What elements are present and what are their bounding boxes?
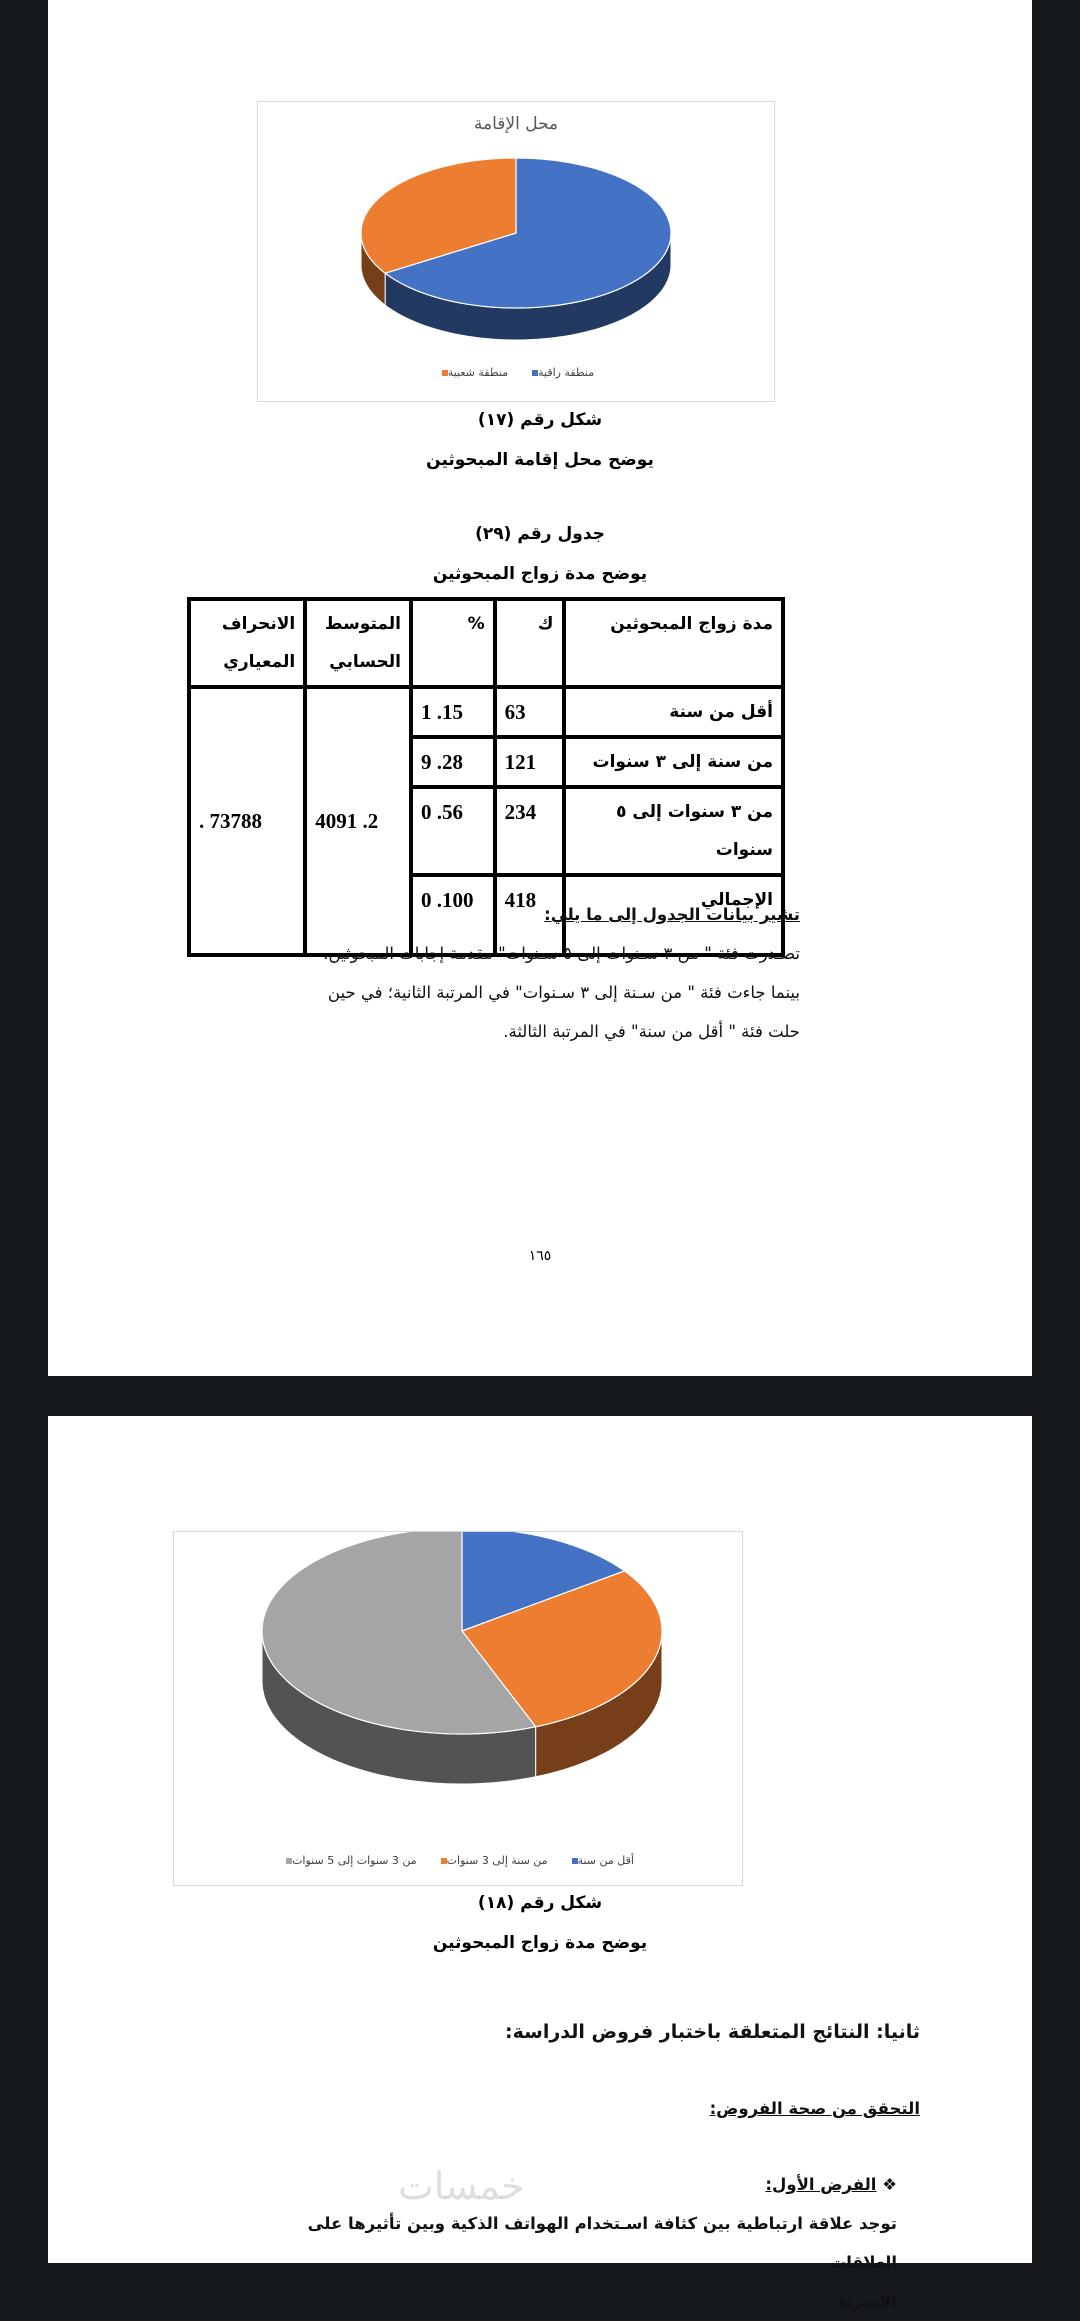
hypothesis-line: توجد علاقة ارتباطية بين كثافة اسـتخدام ا…: [307, 2214, 897, 2272]
analysis-line: تصـدرت فئة " من ٣ سـنوات إلى ٥ سـنوات" م…: [323, 944, 800, 963]
section-heading: ثانيا: النتائج المتعلقة باختبار فروض الد…: [505, 2021, 920, 2043]
pie-slice-1: [461, 1532, 626, 1632]
header-cell: الانحراف المعياري: [186, 597, 308, 689]
pie-slice-2: [461, 1570, 663, 1728]
legend-swatch: [286, 1858, 293, 1864]
table-header-row: مدة زواج المبحوثين ك % المتوسط الحسابي ا…: [186, 597, 786, 689]
percent-cell: 28. 9: [409, 735, 497, 789]
analysis-heading-text: تشير بيانات الجدول إلى ما يلي:: [544, 905, 800, 924]
pie-svg: [261, 1532, 663, 1785]
legend-label: من 3 سنوات إلى 5 سنوات: [292, 1854, 417, 1867]
percent-cell: 100. 0: [409, 873, 497, 957]
count-cell: 121: [492, 735, 566, 789]
sd-cell: 73788 .: [186, 685, 308, 957]
legend-item: من 3 سنوات إلى 5 سنوات: [282, 1854, 417, 1867]
chart-legend: منطقة راقية منطقة شعبية: [258, 366, 774, 379]
pie-slice-2: [360, 157, 517, 274]
watermark-logo: خمسات: [398, 2164, 525, 2208]
figure-caption: شكل رقم (١٧): [477, 410, 603, 430]
legend-swatch: [441, 370, 448, 376]
header-cell: المتوسط الحسابي: [303, 597, 413, 689]
diamond-bullet-icon: ❖: [882, 2175, 897, 2194]
count-cell: 63: [492, 685, 566, 739]
legend-label: منطقة شعبية: [447, 366, 509, 379]
table-row: من ٣ سنوات إلى ٥ سنوات 234 56. 0: [189, 785, 786, 877]
header-cell: مدة زواج المبحوثين: [561, 597, 786, 689]
count-cell: 234: [492, 785, 566, 877]
hypothesis-title: الفرض الأول:: [765, 2175, 877, 2194]
count-cell: 418: [492, 873, 566, 957]
pie-slice-1: [383, 157, 672, 309]
table-row: أقل من سنة 63 15. 1 2. 4091 73788 .: [186, 685, 786, 957]
row-label: الإجمالي: [561, 873, 786, 957]
chart-title: محل الإقامة: [473, 114, 559, 134]
analysis-line: بينما جاءت فئة " من سـنة إلى ٣ سـنوات" ف…: [327, 983, 800, 1002]
percent-cell: 56. 0: [409, 785, 497, 877]
hypothesis-heading: ❖ الفرض الأول:: [765, 2165, 897, 2204]
document-page-165: محل الإقامة منطقة راقية منطقة شعبية شكل ر…: [48, 0, 1032, 1376]
legend-item: أقل من سنة: [568, 1854, 634, 1867]
legend-swatch: [440, 1858, 447, 1864]
header-cell: ك: [492, 597, 566, 689]
row-label: من سنة إلى ٣ سنوات: [561, 735, 786, 789]
document-page-166: مدة زواج المبحوثين أقل من سنةمن سنة إلى …: [48, 1416, 1032, 2311]
hypothesis-line: الأسرية: [836, 2292, 897, 2311]
marriage-duration-table: مدة زواج المبحوثين ك % المتوسط الحسابي ا…: [186, 597, 786, 957]
legend-item: منطقة راقية: [528, 366, 594, 379]
page-number: ١٦٥: [528, 1248, 552, 1264]
legend-label: من سنة إلى 3 سنوات: [446, 1854, 548, 1867]
table-row: من سنة إلى ٣ سنوات 121 28. 9: [189, 735, 786, 789]
mean-cell: 2. 4091: [303, 685, 413, 957]
figure-subtitle: يوضح مدة زواج المبحوثين: [432, 1933, 648, 1953]
pie-slice-3: [261, 1532, 537, 1735]
legend-swatch: [532, 370, 539, 376]
table-subtitle: يوضح مدة زواج المبحوثين: [432, 564, 648, 584]
chart-legend: أقل من سنة من سنة إلى 3 سنوات من 3 سنوات إ…: [174, 1854, 742, 1867]
pie-svg: [360, 157, 672, 341]
legend-item: منطقة شعبية: [438, 366, 508, 379]
marriage-duration-pie-chart: مدة زواج المبحوثين أقل من سنةمن سنة إلى …: [173, 1531, 743, 1886]
residence-pie-chart: محل الإقامة منطقة راقية منطقة شعبية: [257, 101, 775, 402]
legend-item: من سنة إلى 3 سنوات: [437, 1854, 548, 1867]
legend-label: منطقة راقية: [538, 366, 595, 379]
verify-heading-text: التحقق من صحة الفروض:: [709, 2099, 920, 2118]
figure-caption: شكل رقم (١٨): [477, 1893, 603, 1913]
analysis-text: تصـدرت فئة " من ٣ سـنوات إلى ٥ سـنوات" م…: [280, 934, 800, 1051]
row-label: من ٣ سنوات إلى ٥ سنوات: [561, 785, 786, 877]
verify-heading: التحقق من صحة الفروض:: [710, 2089, 920, 2128]
table-caption: جدول رقم (٢٩): [475, 524, 605, 544]
table-row-total: الإجمالي 418 100. 0: [189, 873, 786, 957]
figure-subtitle: يوضح محل إقامة المبحوثين: [426, 450, 654, 470]
legend-swatch: [571, 1858, 578, 1864]
percent-cell: 15. 1: [409, 685, 497, 739]
analysis-line: حلت فئة " أقل من سنة" في المرتبة الثالثة…: [503, 1022, 800, 1041]
header-cell: %: [409, 597, 497, 689]
row-label: أقل من سنة: [561, 685, 786, 739]
legend-label: أقل من سنة: [577, 1854, 634, 1867]
analysis-heading: تشير بيانات الجدول إلى ما يلي:: [544, 895, 800, 934]
